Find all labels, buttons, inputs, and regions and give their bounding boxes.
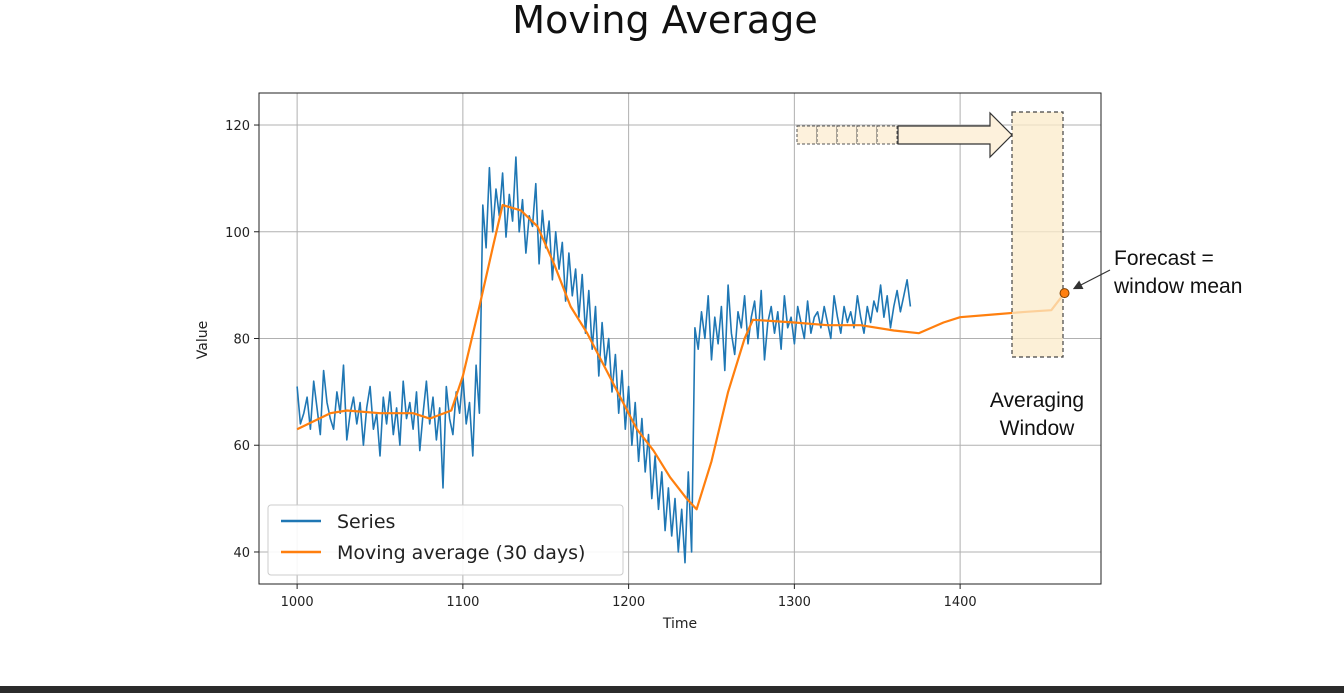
y-tick-label: 100 bbox=[225, 226, 250, 241]
plot-frame bbox=[258, 92, 1102, 585]
y-axis-label: Value bbox=[195, 321, 211, 359]
moving-average-line bbox=[296, 204, 1066, 511]
trail-box bbox=[816, 125, 838, 145]
trail-box bbox=[796, 125, 818, 145]
x-tick-label: 1200 bbox=[612, 595, 645, 610]
window-label-line1: Averaging bbox=[990, 389, 1084, 412]
legend-label-moving-average: Moving average (30 days) bbox=[337, 542, 585, 564]
x-tick-label: 1100 bbox=[446, 595, 479, 610]
window-slide-arrow bbox=[796, 111, 1013, 159]
forecast-point bbox=[1059, 288, 1070, 299]
forecast-label-line2: window mean bbox=[1113, 275, 1242, 298]
trail-box bbox=[856, 125, 878, 145]
series-lines bbox=[296, 156, 1066, 564]
slide-arrow-shape bbox=[897, 111, 1013, 159]
x-axis-label: Time bbox=[662, 616, 697, 632]
trail-box bbox=[876, 125, 898, 145]
forecast-annotation: Forecast = window mean bbox=[1072, 247, 1242, 298]
legend: Series Moving average (30 days) bbox=[267, 504, 624, 576]
window-annotation: Averaging Window bbox=[990, 389, 1084, 440]
y-tick-label: 40 bbox=[233, 546, 250, 561]
legend-box bbox=[267, 504, 624, 576]
forecast-arrow bbox=[1072, 269, 1111, 290]
trail-box bbox=[836, 125, 858, 145]
window-label-line2: Window bbox=[1000, 417, 1076, 440]
x-tick-label: 1400 bbox=[944, 595, 977, 610]
bottom-bar bbox=[0, 686, 1344, 693]
forecast-label-line1: Forecast = bbox=[1114, 247, 1214, 270]
y-ticks: 40 60 80 100 120 bbox=[225, 119, 259, 561]
y-tick-label: 60 bbox=[233, 439, 250, 454]
legend-label-series: Series bbox=[337, 511, 395, 533]
series-line bbox=[296, 156, 912, 564]
y-tick-label: 80 bbox=[233, 333, 250, 348]
slide-title: Moving Average bbox=[512, 0, 818, 42]
x-tick-label: 1000 bbox=[281, 595, 314, 610]
x-ticks: 1000 1100 1200 1300 1400 bbox=[281, 584, 977, 610]
y-tick-label: 120 bbox=[225, 119, 250, 134]
averaging-window-overlay bbox=[796, 111, 1064, 358]
averaging-window-box bbox=[1011, 111, 1064, 358]
x-tick-label: 1300 bbox=[778, 595, 811, 610]
